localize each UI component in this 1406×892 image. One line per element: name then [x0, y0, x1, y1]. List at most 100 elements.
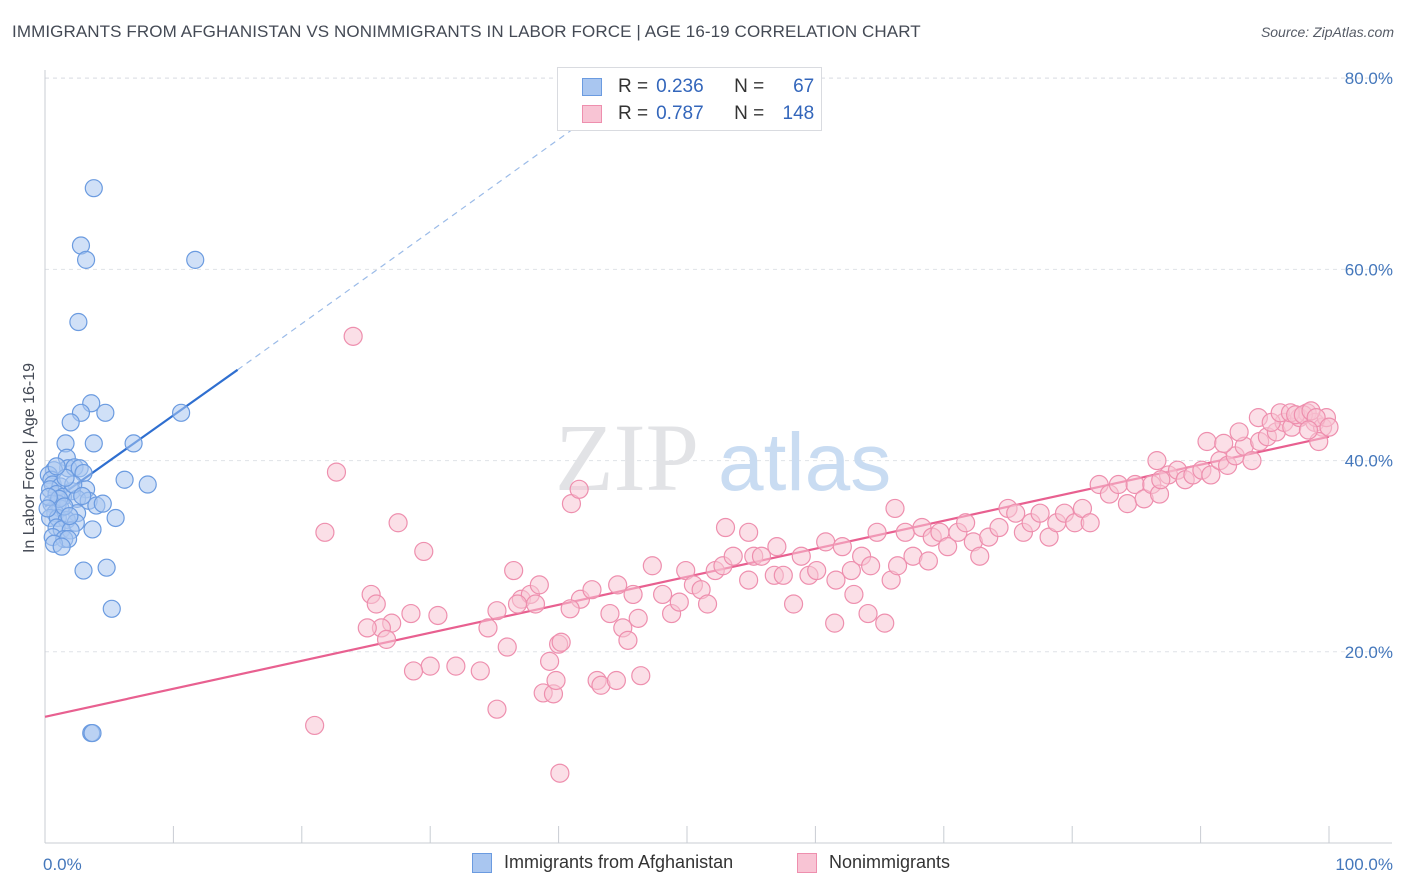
nonimmigrant-point — [783, 594, 804, 614]
nonimmigrant-point — [751, 546, 772, 566]
nonimmigrant-point — [388, 513, 408, 533]
nonimmigrant-point — [885, 498, 905, 519]
nonimmigrant-point — [420, 656, 440, 676]
afghanistan-point — [60, 506, 79, 526]
nonimmigrant-point — [642, 556, 662, 576]
nonimmigrant-point — [956, 513, 976, 533]
legend-r-label: R = — [618, 76, 649, 97]
nonimmigrant-point — [529, 575, 549, 595]
nonimmigrant-point — [739, 570, 759, 590]
y-tick-label: 20.0% — [1345, 643, 1393, 662]
legend-r-value: 0.787 — [656, 103, 704, 124]
nonimmigrant-point — [825, 613, 845, 633]
nonimmigrant-point — [1214, 433, 1234, 454]
nonimmigrant-point — [858, 603, 878, 624]
afghanistan-point — [106, 508, 125, 528]
nonimmigrant-point — [582, 580, 602, 600]
nonimmigrant-point — [414, 541, 434, 562]
nonimmigrant-point — [970, 546, 990, 566]
watermark-atlas: atlas — [718, 417, 891, 508]
afghanistan-point — [97, 558, 116, 577]
nonimmigrant-point — [366, 594, 386, 614]
afghanistan-point — [84, 179, 103, 198]
nonimmigrant-point — [669, 592, 689, 612]
nonimmigrant-point — [606, 670, 626, 691]
nonimmigrant-point — [631, 666, 651, 686]
legend-r-value: 0.236 — [656, 76, 704, 97]
nonimmigrant-point — [623, 584, 643, 605]
data-points — [38, 179, 1339, 783]
nonimmigrant-point — [1298, 420, 1319, 440]
nonimmigrant-point — [446, 656, 466, 676]
legend-n-label: N = — [734, 103, 765, 124]
nonimmigrant-point — [1147, 451, 1167, 471]
nonimmigrant-point — [600, 603, 620, 624]
afghanistan-point — [96, 403, 115, 422]
nonimmigrant-point — [791, 546, 811, 566]
chart-title: IMMIGRANTS FROM AFGHANISTAN VS NONIMMIGR… — [12, 22, 921, 41]
nonimmigrant-point — [1108, 474, 1129, 495]
nonimmigrant-point — [1201, 465, 1221, 485]
nonimmigrant-point — [844, 584, 864, 605]
y-axis-label: In Labor Force | Age 16-19 — [21, 363, 38, 553]
y-tick-label: 40.0% — [1345, 452, 1393, 471]
nonimmigrant-point — [989, 517, 1009, 538]
nonimmigrant-point — [504, 560, 524, 581]
afghanistan-point — [102, 599, 121, 618]
nonimmigrant-point — [608, 575, 628, 595]
nonimmigrant-point — [343, 326, 363, 346]
nonimmigrant-point — [487, 699, 507, 719]
afghanistan-point — [76, 250, 96, 269]
nonimmigrant-point — [487, 601, 507, 621]
nonimmigrant-point — [551, 632, 571, 652]
nonimmigrant-point — [841, 560, 861, 581]
legend: R = 0.236 N = 67 R = 0.787 N = 148 — [557, 67, 822, 131]
nonimmigrant-point — [525, 594, 546, 614]
legend-swatch-blue — [582, 78, 602, 96]
bottom-legend-label: Immigrants from Afghanistan — [504, 852, 734, 872]
afghanistan-point — [47, 457, 66, 476]
afghanistan-point — [138, 475, 157, 494]
nonimmigrant-point — [305, 715, 325, 736]
bottom-legend-afghanistan: Immigrants from Afghanistan — [472, 852, 733, 873]
nonimmigrant-point — [401, 603, 421, 624]
nonimmigrant-point — [569, 479, 589, 499]
nonimmigrant-point — [1319, 417, 1339, 437]
nonimmigrant-point — [723, 546, 743, 566]
nonimmigrant-point — [1080, 513, 1100, 533]
bottom-legend-swatch-pink — [797, 852, 817, 873]
legend-n-value: 67 — [793, 76, 815, 97]
nonimmigrant-point — [1030, 503, 1050, 523]
nonimmigrant-point — [887, 556, 908, 576]
bottom-legend-swatch-blue — [472, 852, 492, 873]
afghanistan-point — [124, 434, 143, 453]
nonimmigrant-point — [816, 532, 836, 552]
legend-swatch-pink — [582, 105, 602, 123]
afghanistan-point — [172, 403, 191, 422]
nonimmigrant-point — [315, 522, 335, 542]
nonimmigrant-point — [478, 618, 498, 638]
nonimmigrant-point — [560, 599, 580, 619]
nonimmigrant-point — [376, 629, 397, 649]
x-tick-label: 100.0% — [1335, 855, 1393, 874]
y-tick-label: 80.0% — [1345, 69, 1393, 88]
afghanistan-point — [83, 723, 102, 743]
afghanistan-point — [52, 537, 71, 556]
bottom-legend-label: Nonimmigrants — [829, 852, 951, 872]
nonimmigrant-point — [428, 605, 448, 626]
axes — [44, 70, 1392, 844]
afghanistan-point — [38, 499, 57, 518]
source-label: Source: ZipAtlas.com — [1260, 24, 1394, 40]
afghanistan-point — [74, 561, 93, 580]
afghanistan-point — [186, 250, 205, 269]
watermark: ZIP atlas — [555, 404, 891, 511]
legend-n-label: N = — [734, 76, 765, 97]
nonimmigrant-point — [938, 537, 958, 557]
afghanistan-trend-extension — [237, 111, 598, 371]
nonimmigrant-point — [739, 522, 759, 542]
nonimmigrant-point — [546, 670, 566, 691]
nonimmigrant-point — [507, 594, 528, 614]
nonimmigrant-point — [357, 618, 377, 638]
legend-row-afghanistan: R = 0.236 N = 67 — [582, 75, 814, 99]
afghanistan-point — [73, 486, 92, 506]
